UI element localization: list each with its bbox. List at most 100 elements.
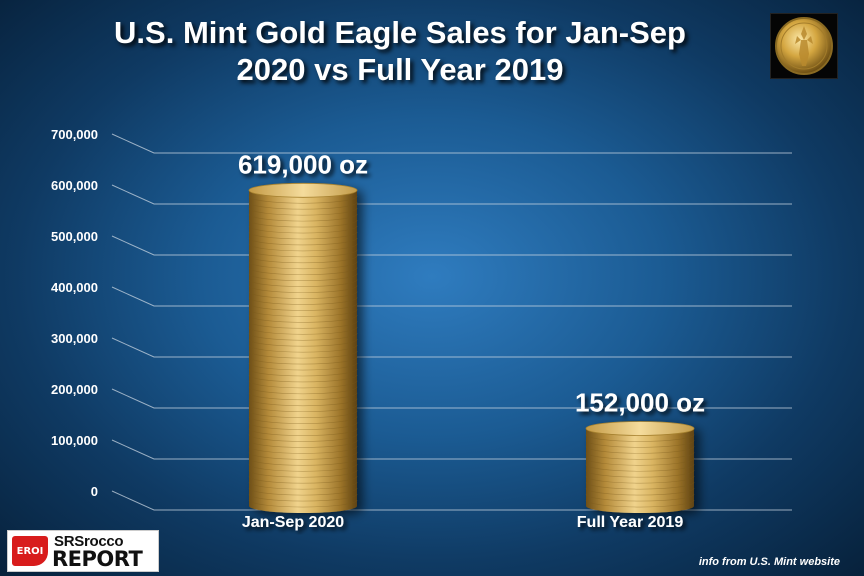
coin-ridge <box>248 333 358 341</box>
coin-ridge <box>248 273 358 281</box>
coin-ridge <box>248 464 358 472</box>
gridline <box>111 235 792 256</box>
coin-ridge <box>248 422 358 430</box>
coin-ridge <box>585 452 695 460</box>
coin-ridge <box>248 416 358 424</box>
coin-ridge <box>248 428 358 436</box>
coin-ridge <box>248 434 358 442</box>
gridlines <box>111 133 792 511</box>
y-tick-label: 600,000 <box>51 178 98 193</box>
coin-ridge <box>248 255 358 264</box>
coin-ridge <box>585 440 695 448</box>
bar-top <box>248 182 358 198</box>
coin-ridge <box>248 493 358 502</box>
y-tick-label: 400,000 <box>51 280 98 295</box>
logo-line-2: REPORT <box>52 547 143 571</box>
coin-ridge <box>248 309 358 317</box>
chart-title: U.S. Mint Gold Eagle Sales for Jan-Sep 2… <box>30 14 770 88</box>
data-label: 152,000 oz <box>575 387 705 417</box>
gold-eagle-coin-icon <box>770 13 838 79</box>
logo-line-1: SRSrocco <box>54 533 124 550</box>
y-tick-label: 0 <box>91 484 98 499</box>
coin-ridge <box>248 345 358 353</box>
coin-ridge <box>248 291 358 299</box>
coin-ridge <box>248 398 358 407</box>
coin-ridge <box>248 297 358 305</box>
coin-ridge <box>585 499 695 508</box>
coin-ridge <box>248 452 358 460</box>
coin-ridge <box>248 231 358 240</box>
coin-ridge <box>248 374 358 383</box>
chart-title-line-2: 2020 vs Full Year 2019 <box>236 52 564 87</box>
coin-ridge <box>248 392 358 401</box>
coin-ridge <box>248 202 358 210</box>
gridline <box>111 337 792 358</box>
eroi-badge: EROI <box>12 536 48 566</box>
coin-ridge <box>248 321 358 329</box>
bar-body <box>586 428 694 513</box>
gridline <box>111 286 792 307</box>
coin-ridge <box>248 470 358 478</box>
gridline <box>111 184 792 205</box>
coin-ridge <box>248 249 358 258</box>
coin-ridge <box>248 351 358 359</box>
y-tick-label: 700,000 <box>51 127 98 142</box>
data-label: 619,000 oz <box>238 149 368 179</box>
source-note: info from U.S. Mint website <box>698 556 840 568</box>
gridline <box>111 388 792 409</box>
coin-ridge <box>248 499 358 508</box>
x-axis-tick-labels: Jan-Sep 2020 Full Year 2019 <box>242 514 683 531</box>
coin-ridge <box>585 476 695 484</box>
coin-ridge <box>585 458 695 466</box>
coin-ridge <box>248 196 358 204</box>
bar-top <box>585 421 695 436</box>
coin-ridge <box>585 488 695 496</box>
coin-ridge <box>248 386 358 395</box>
coin-ridge <box>248 243 358 252</box>
coin-ridge <box>585 446 695 454</box>
coin-ridge <box>248 446 358 454</box>
coin-ridge <box>248 440 358 448</box>
data-labels: 619,000 oz 152,000 oz <box>238 149 705 417</box>
coin-ridge <box>248 482 358 490</box>
coin-ridge <box>248 237 358 246</box>
coin-ridge <box>248 214 358 222</box>
coin-ridge <box>248 285 358 293</box>
coin-ridge <box>248 404 358 413</box>
coin-ridge <box>585 434 695 442</box>
bar <box>585 421 695 513</box>
coin-ridge <box>248 362 358 371</box>
coin-ridge <box>248 368 358 377</box>
coin-ridge <box>248 208 358 216</box>
coin-ridge <box>248 410 358 418</box>
y-axis-tick-labels: 0 100,000 200,000 300,000 400,000 500,000 600,… <box>51 127 98 499</box>
coin-ridge <box>248 279 358 287</box>
y-tick-label: 500,000 <box>51 229 98 244</box>
coin-ridge <box>248 339 358 347</box>
coin-ridge <box>248 476 358 484</box>
x-tick-label: Full Year 2019 <box>577 514 684 531</box>
coin-ridge <box>248 488 358 496</box>
coin-ridge <box>248 380 358 389</box>
coin-ridge <box>585 470 695 478</box>
gridline <box>111 490 792 511</box>
coin-ridge <box>585 493 695 502</box>
coin-ridge <box>248 315 358 323</box>
coin-ridge <box>248 219 358 228</box>
coin-ridge <box>585 464 695 472</box>
coin-ridge <box>248 356 358 365</box>
coin-ridge <box>248 261 358 270</box>
x-tick-label: Jan-Sep 2020 <box>242 514 344 531</box>
y-tick-label: 100,000 <box>51 433 98 448</box>
chart-title-line-1: U.S. Mint Gold Eagle Sales for Jan-Sep <box>114 15 686 50</box>
coin-ridge <box>248 303 358 311</box>
y-tick-label: 200,000 <box>51 382 98 397</box>
coin-ridge <box>248 327 358 335</box>
srsrocco-report-logo: EROI SRSrocco REPORT <box>7 530 159 572</box>
coin-ridge <box>248 458 358 466</box>
bar-body <box>249 190 357 513</box>
coin-ridge <box>248 267 358 276</box>
gridline <box>111 133 792 154</box>
gridline <box>111 439 792 460</box>
bars <box>248 182 695 513</box>
